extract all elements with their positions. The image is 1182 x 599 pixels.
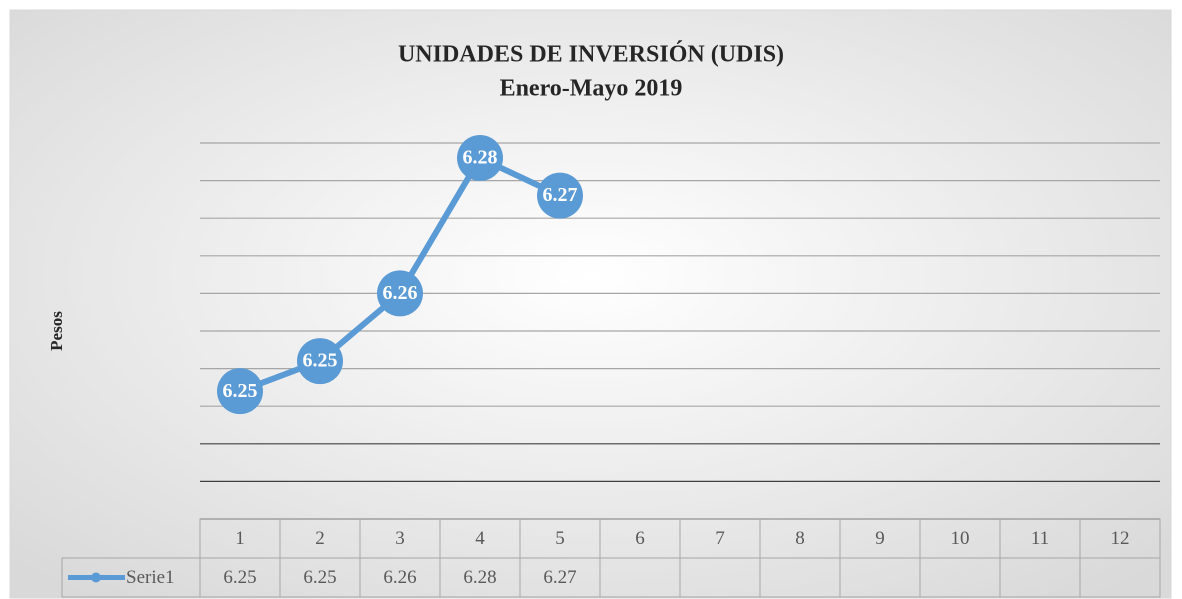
chart-background: [9, 9, 1172, 599]
table-cell: [61, 557, 201, 598]
x-tick-label: 9: [875, 528, 885, 549]
legend-marker: [91, 572, 101, 583]
table-value: 6.28: [463, 567, 496, 588]
x-tick-label: 5: [555, 528, 565, 549]
x-tick-label: 7: [715, 528, 725, 549]
y-axis-label: Pesos: [47, 311, 66, 351]
marker: [297, 338, 343, 385]
chart-title: UNIDADES DE INVERSIÓN (UDIS): [398, 41, 784, 68]
table-value: 6.27: [543, 567, 576, 588]
table-value: 6.25: [223, 567, 256, 588]
x-tick-label: 1: [235, 528, 245, 549]
data-label: 6.26: [383, 282, 418, 304]
x-tick-label: 12: [1111, 528, 1130, 549]
marker: [457, 135, 503, 182]
data-label: 6.25: [303, 350, 338, 372]
x-tick-label: 3: [395, 528, 405, 549]
data-label: 6.25: [223, 380, 258, 402]
table-cell: [1079, 557, 1161, 598]
marker: [537, 172, 583, 219]
legend-label: Serie1: [126, 567, 175, 588]
marker: [217, 368, 263, 415]
x-tick-label: 11: [1031, 528, 1049, 549]
x-tick-label: 4: [475, 528, 485, 549]
x-tick-label: 6: [635, 528, 645, 549]
marker: [377, 270, 423, 317]
data-label: 6.28: [463, 147, 498, 169]
data-label: 6.27: [543, 184, 578, 206]
table-value: 6.25: [303, 567, 336, 588]
table-value: 6.26: [383, 567, 416, 588]
x-tick-label: 8: [795, 528, 805, 549]
chart-subtitle: Enero-Mayo 2019: [500, 76, 683, 102]
x-tick-label: 2: [315, 528, 325, 549]
x-tick-label: 10: [951, 528, 970, 549]
